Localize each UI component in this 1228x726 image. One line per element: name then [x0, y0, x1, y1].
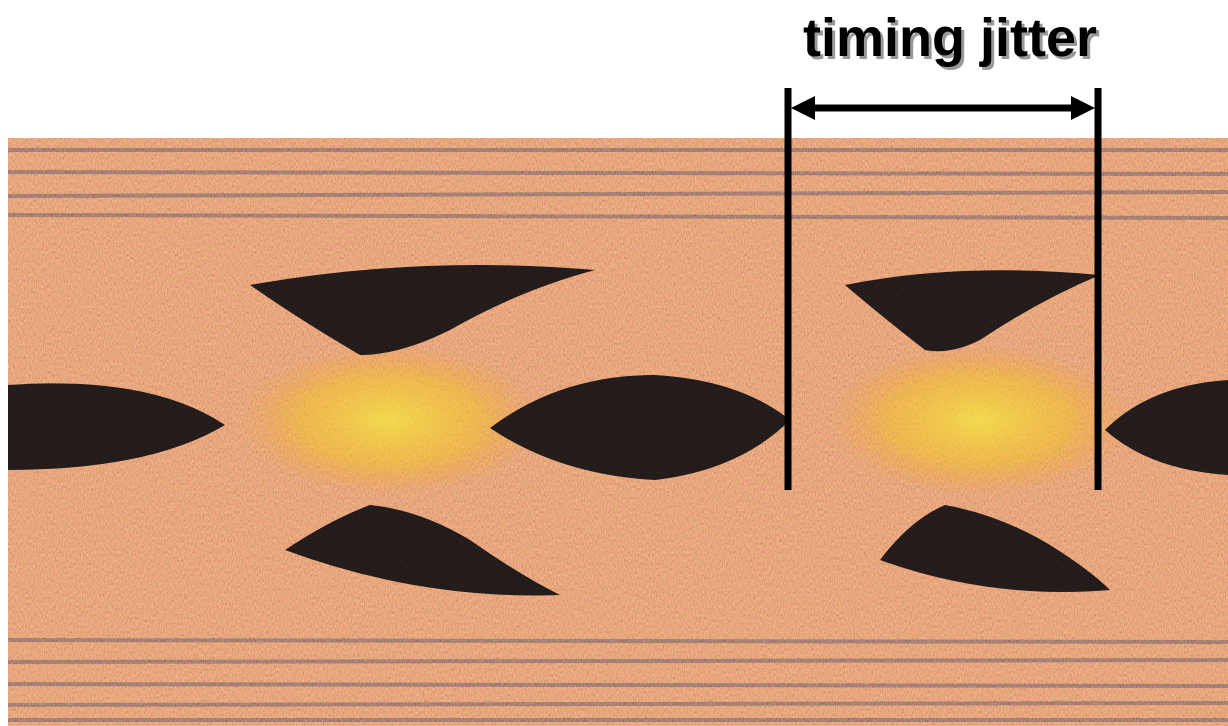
noise-overlay — [8, 138, 1228, 726]
arrow-head — [1071, 96, 1095, 120]
annotation-shadow: timing jitter — [806, 11, 1100, 71]
arrow-head — [791, 96, 815, 120]
jitter-bracket — [784, 88, 1102, 490]
eye-diagram — [8, 138, 1228, 726]
annotation-label: timing jitter — [803, 8, 1097, 68]
